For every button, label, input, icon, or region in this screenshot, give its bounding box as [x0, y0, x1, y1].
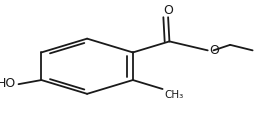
Text: O: O [209, 44, 219, 57]
Text: HO: HO [0, 77, 16, 90]
Text: CH₃: CH₃ [165, 90, 184, 100]
Text: O: O [163, 4, 173, 17]
